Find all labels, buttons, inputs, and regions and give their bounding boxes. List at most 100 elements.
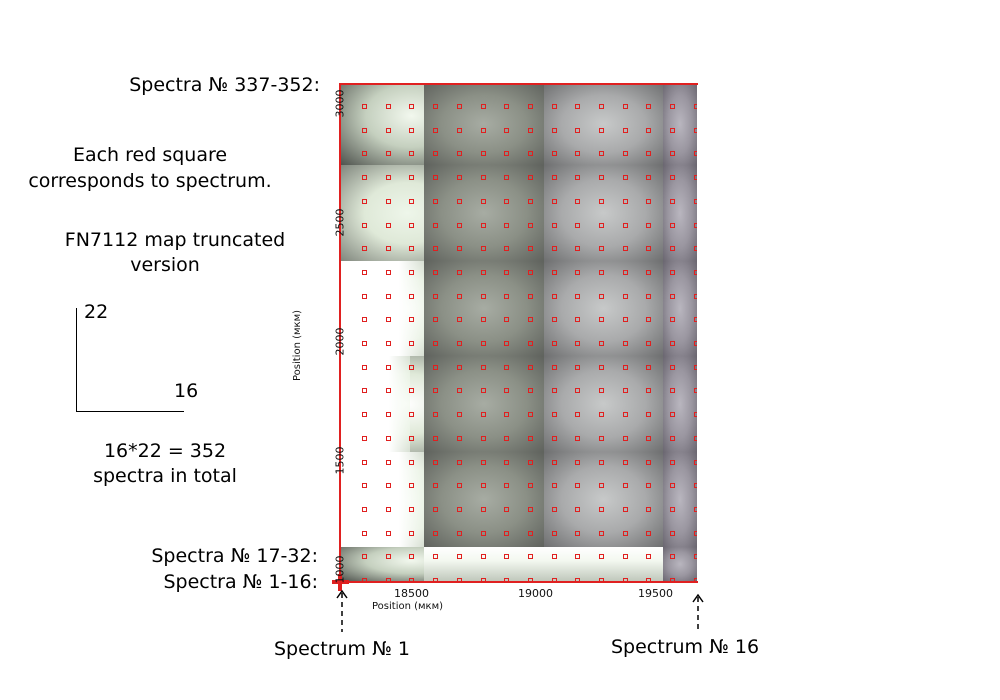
map-tile bbox=[544, 83, 663, 165]
spectrum-marker bbox=[362, 269, 367, 275]
spectrum-marker bbox=[622, 483, 628, 489]
spectrum-marker bbox=[551, 127, 557, 133]
spectrum-marker bbox=[504, 175, 510, 181]
spectrum-marker bbox=[622, 175, 628, 181]
spectrum-marker bbox=[362, 388, 367, 394]
spectrum-marker bbox=[409, 317, 415, 323]
spectrum-marker bbox=[527, 506, 533, 512]
spectrum-marker bbox=[551, 104, 557, 109]
spectrum-marker bbox=[480, 578, 486, 581]
spectrum-marker bbox=[646, 269, 652, 275]
spectrum-marker bbox=[622, 293, 628, 299]
spectrum-marker bbox=[527, 435, 533, 441]
spectrum-marker bbox=[456, 459, 462, 465]
spectrum-marker bbox=[480, 388, 486, 394]
spectrum-marker bbox=[362, 412, 367, 418]
spectrum-marker bbox=[480, 530, 486, 536]
spectrum-marker bbox=[693, 293, 697, 299]
spectrum-marker bbox=[575, 317, 581, 323]
spectrum-marker bbox=[599, 317, 604, 323]
spectrum-marker bbox=[646, 222, 652, 228]
spectrum-marker bbox=[362, 341, 367, 346]
spectrum-marker bbox=[362, 127, 367, 133]
note-red-square-line1: Each red square bbox=[72, 144, 228, 166]
spectrum-marker bbox=[599, 459, 604, 465]
spectrum-marker bbox=[551, 412, 557, 418]
x-axis-title: Position (мкм) bbox=[372, 601, 444, 612]
spectrum-marker bbox=[575, 435, 581, 441]
spectrum-marker bbox=[480, 127, 486, 133]
spectrum-marker bbox=[409, 578, 415, 581]
spectrum-marker bbox=[527, 246, 533, 252]
spectrum-marker bbox=[385, 127, 391, 133]
spectrum-marker bbox=[480, 317, 486, 323]
map-top-border bbox=[339, 83, 698, 85]
spectrum-marker bbox=[551, 435, 557, 441]
spectrum-marker bbox=[480, 269, 486, 275]
spectrum-marker bbox=[480, 483, 486, 489]
spectrum-marker bbox=[409, 554, 415, 560]
spectrum-marker bbox=[456, 554, 462, 560]
spectrum-marker bbox=[362, 459, 367, 465]
note-map-line2: version bbox=[130, 254, 200, 276]
map-tile bbox=[340, 547, 424, 581]
spectrum-marker bbox=[385, 198, 391, 204]
spectrum-marker bbox=[362, 293, 367, 299]
spectrum-marker bbox=[575, 530, 581, 536]
map-tile bbox=[424, 165, 544, 261]
spectrum-marker bbox=[693, 151, 697, 157]
spectrum-marker bbox=[622, 222, 628, 228]
spectrum-marker bbox=[670, 506, 676, 512]
spectrum-marker bbox=[433, 293, 439, 299]
spectrum-marker bbox=[670, 222, 676, 228]
y-tick-2500: 2500 bbox=[333, 208, 347, 237]
spectrum-marker bbox=[504, 530, 510, 536]
spectrum-marker bbox=[622, 364, 628, 370]
map-tile bbox=[340, 83, 424, 165]
spectrum-marker bbox=[480, 506, 486, 512]
spectrum-marker bbox=[480, 104, 486, 109]
spectrum-marker bbox=[456, 222, 462, 228]
spectrum-marker bbox=[433, 198, 439, 204]
spectrum-marker bbox=[409, 269, 415, 275]
y-tick-2000: 2000 bbox=[333, 327, 347, 356]
spectrum-marker bbox=[622, 151, 628, 157]
spectrum-marker bbox=[551, 483, 557, 489]
map-tile bbox=[544, 165, 663, 261]
spectrum-marker bbox=[433, 530, 439, 536]
spectrum-marker bbox=[385, 412, 391, 418]
spectra-top-row-label: Spectra № 337-352: bbox=[129, 74, 320, 96]
spectrum-marker bbox=[504, 198, 510, 204]
spectrum-marker bbox=[409, 198, 415, 204]
spectrum-marker bbox=[385, 222, 391, 228]
spectrum-marker bbox=[480, 198, 486, 204]
map-tile bbox=[424, 83, 544, 165]
spectrum-marker bbox=[385, 578, 391, 581]
spectrum-marker bbox=[670, 459, 676, 465]
spectrum-marker bbox=[504, 459, 510, 465]
spectrum-marker bbox=[456, 127, 462, 133]
spectrum-marker bbox=[385, 151, 391, 157]
origin-marker-v bbox=[338, 574, 342, 591]
spectrum-marker bbox=[456, 175, 462, 181]
spectrum-marker bbox=[527, 459, 533, 465]
spectrum-marker bbox=[504, 435, 510, 441]
spectrum-marker bbox=[599, 341, 604, 346]
spectrum-marker bbox=[409, 483, 415, 489]
spectrum-marker bbox=[385, 317, 391, 323]
spectrum-marker bbox=[480, 341, 486, 346]
spectrum-marker bbox=[622, 388, 628, 394]
dim-horizontal-line bbox=[76, 411, 184, 412]
spectrum-marker bbox=[622, 317, 628, 323]
dim-vertical-count: 22 bbox=[84, 301, 109, 323]
spectrum-marker bbox=[551, 151, 557, 157]
map-bright-region bbox=[340, 356, 410, 452]
map-tile bbox=[544, 547, 663, 581]
spectrum-marker bbox=[599, 198, 604, 204]
spectrum-marker bbox=[527, 222, 533, 228]
spectrum-marker bbox=[670, 341, 676, 346]
spectrum-marker bbox=[551, 198, 557, 204]
spectrum-marker bbox=[362, 578, 367, 581]
x-tick-19000: 19000 bbox=[518, 587, 553, 600]
spectrum-marker bbox=[504, 483, 510, 489]
